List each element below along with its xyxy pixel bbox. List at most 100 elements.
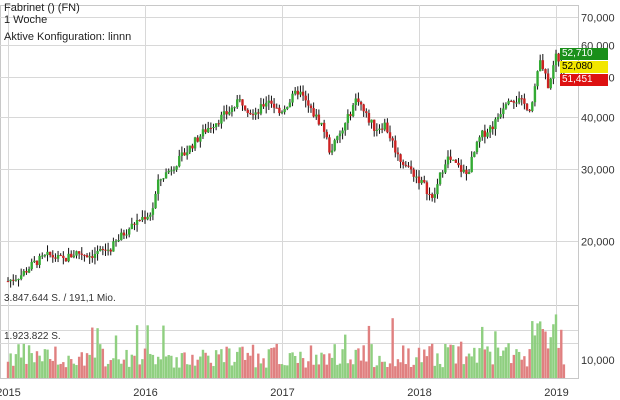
- volume-bar: [409, 366, 413, 378]
- candle-body: [483, 130, 487, 137]
- volume-bar: [465, 356, 468, 378]
- volume-bar: [6, 361, 10, 378]
- candle-body: [114, 240, 118, 242]
- volume-bar: [346, 363, 350, 378]
- candle-body: [312, 108, 315, 117]
- volume-bar: [373, 367, 376, 378]
- candle-body: [127, 229, 131, 235]
- volume-bar: [404, 364, 408, 378]
- volume-bar: [299, 351, 302, 378]
- candle-body: [417, 176, 421, 184]
- volume-bar: [512, 354, 516, 378]
- volume-tick-label: 10,000: [581, 355, 615, 367]
- candle-body: [444, 164, 447, 173]
- volume-bar: [217, 354, 220, 378]
- candle-body: [512, 101, 516, 103]
- volume-bar: [106, 363, 110, 378]
- candle-body: [251, 114, 255, 116]
- candle-body: [207, 127, 210, 133]
- candle-body: [209, 127, 213, 129]
- interval-label: 1 Woche: [4, 14, 48, 26]
- volume-bar: [88, 354, 91, 378]
- candle-body: [557, 53, 560, 62]
- volume-bar: [212, 366, 215, 378]
- volume-bar: [362, 345, 365, 378]
- volume-bar: [354, 349, 357, 378]
- candle-body: [101, 248, 105, 250]
- candle-body: [538, 60, 542, 72]
- volume-bar: [99, 344, 102, 378]
- candle-body: [280, 112, 284, 114]
- volume-bar: [278, 364, 281, 378]
- volume-bar: [56, 364, 60, 378]
- candle-body: [491, 126, 494, 130]
- volume-bar: [391, 318, 394, 378]
- volume-bar: [156, 356, 160, 378]
- volume-bar: [114, 335, 118, 378]
- candle-body: [317, 114, 321, 125]
- volume-bar: [180, 353, 184, 378]
- candle-body: [351, 105, 355, 117]
- candle-body: [72, 255, 76, 258]
- candle-body: [12, 279, 15, 281]
- volume-bar: [533, 335, 537, 378]
- volume-bar: [64, 367, 68, 378]
- candle-body: [185, 152, 189, 156]
- candle-body: [259, 104, 263, 114]
- volume-bar: [230, 365, 234, 378]
- volume-bar: [291, 352, 294, 378]
- volume-bar: [151, 354, 155, 378]
- candle-body: [272, 103, 276, 108]
- volume-bar: [444, 344, 447, 378]
- candle-body: [233, 107, 236, 109]
- candle-body: [212, 126, 215, 128]
- volume-bar: [80, 352, 83, 378]
- volume-bar: [412, 364, 415, 378]
- volume-bar: [536, 323, 539, 378]
- volume-bar: [517, 351, 521, 378]
- candle-body: [546, 73, 550, 89]
- candle-body: [191, 145, 194, 149]
- candle-body: [278, 107, 281, 114]
- candle-body: [344, 123, 347, 131]
- axes: 70,00060,00050,00040,00030,00020,00010,0…: [0, 13, 615, 400]
- volume-bar: [125, 349, 128, 378]
- candle-body: [396, 152, 400, 155]
- candle-body: [465, 169, 468, 175]
- volume-bar: [259, 363, 263, 378]
- volume-bar: [457, 346, 460, 378]
- candle-body: [112, 241, 115, 252]
- candle-body: [473, 152, 476, 157]
- candle-body: [367, 113, 371, 123]
- volume-bar: [544, 331, 547, 378]
- candle-body: [325, 131, 328, 138]
- volume-bar: [375, 365, 379, 378]
- volume-bar: [30, 353, 33, 378]
- candle-body: [470, 156, 473, 173]
- candle-body: [544, 69, 547, 74]
- candle-body: [264, 102, 268, 107]
- candle-body: [238, 99, 242, 101]
- candle-body: [338, 133, 342, 137]
- grid-lines: [0, 5, 579, 379]
- candle-body: [536, 71, 539, 87]
- candle-body: [175, 166, 178, 170]
- volume-bar: [341, 349, 344, 378]
- volume-bar: [515, 349, 518, 378]
- volume-bar: [183, 352, 186, 378]
- candle-body: [178, 155, 181, 167]
- candle-body: [275, 107, 278, 109]
- volume-bar: [27, 345, 31, 378]
- volume-bar: [438, 363, 442, 378]
- candle-body: [481, 130, 484, 138]
- candle-body: [217, 123, 220, 125]
- volume-bar: [304, 367, 307, 378]
- candle-body: [246, 109, 249, 113]
- volume-bar: [296, 362, 300, 378]
- volume-bar: [249, 355, 252, 378]
- volume-bar: [17, 344, 20, 378]
- close-price-badge: 52,080: [560, 61, 608, 73]
- volume-bar: [33, 362, 36, 378]
- volume-bar: [85, 353, 89, 378]
- candle-body: [441, 172, 444, 174]
